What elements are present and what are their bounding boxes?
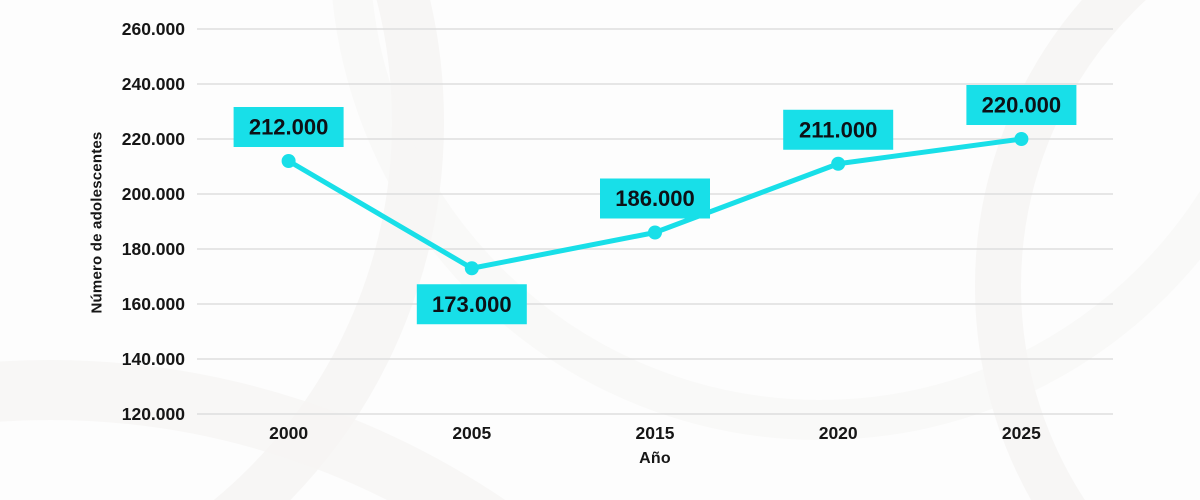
data-point [648,225,662,240]
data-point [1014,132,1029,146]
x-tick-label: 2020 [819,423,858,443]
data-point [831,156,846,171]
y-axis-title: Número de adolescentes [88,131,106,314]
y-tick-label: 220.000 [122,129,186,149]
x-axis-title: Año [639,450,671,467]
y-tick-label: 260.000 [122,19,186,39]
y-tick-label: 120.000 [122,404,186,424]
y-tick-label: 240.000 [122,74,186,94]
y-tick-label: 180.000 [122,239,186,259]
y-tick-label: 200.000 [122,184,186,204]
data-label-box [783,109,894,150]
data-label: 186.000 [615,186,695,211]
y-tick-label: 160.000 [122,294,186,314]
x-tick-label: 2000 [269,423,308,443]
x-tick-label: 2015 [636,423,675,443]
x-tick-label: 2005 [452,423,491,443]
data-label: 220.000 [982,93,1062,118]
data-label-box [600,178,710,219]
y-tick-label: 140.000 [122,349,186,369]
data-label: 173.000 [432,292,512,317]
data-label: 212.000 [249,115,329,140]
x-tick-label: 2025 [1002,423,1041,443]
data-label: 211.000 [799,117,877,142]
data-point [464,261,479,276]
data-point [281,154,296,168]
data-label-box [233,107,344,147]
